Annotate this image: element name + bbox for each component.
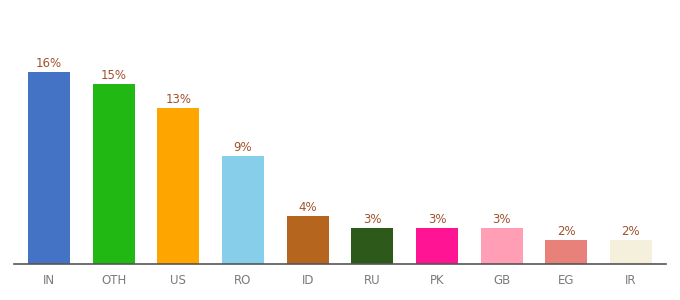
Text: 4%: 4%: [299, 201, 317, 214]
Bar: [481, 228, 523, 264]
Bar: [157, 108, 199, 264]
Bar: [352, 228, 393, 264]
Text: 3%: 3%: [428, 213, 446, 226]
Bar: [416, 228, 458, 264]
Bar: [92, 84, 135, 264]
Text: 3%: 3%: [492, 213, 511, 226]
Text: 9%: 9%: [234, 141, 252, 154]
Text: 3%: 3%: [363, 213, 381, 226]
Text: 2%: 2%: [622, 225, 640, 238]
Bar: [222, 156, 264, 264]
Text: 2%: 2%: [557, 225, 575, 238]
Bar: [28, 72, 70, 264]
Bar: [610, 240, 652, 264]
Text: 15%: 15%: [101, 69, 126, 82]
Text: 13%: 13%: [165, 93, 191, 106]
Text: 16%: 16%: [36, 57, 62, 70]
Bar: [545, 240, 588, 264]
Bar: [287, 216, 328, 264]
